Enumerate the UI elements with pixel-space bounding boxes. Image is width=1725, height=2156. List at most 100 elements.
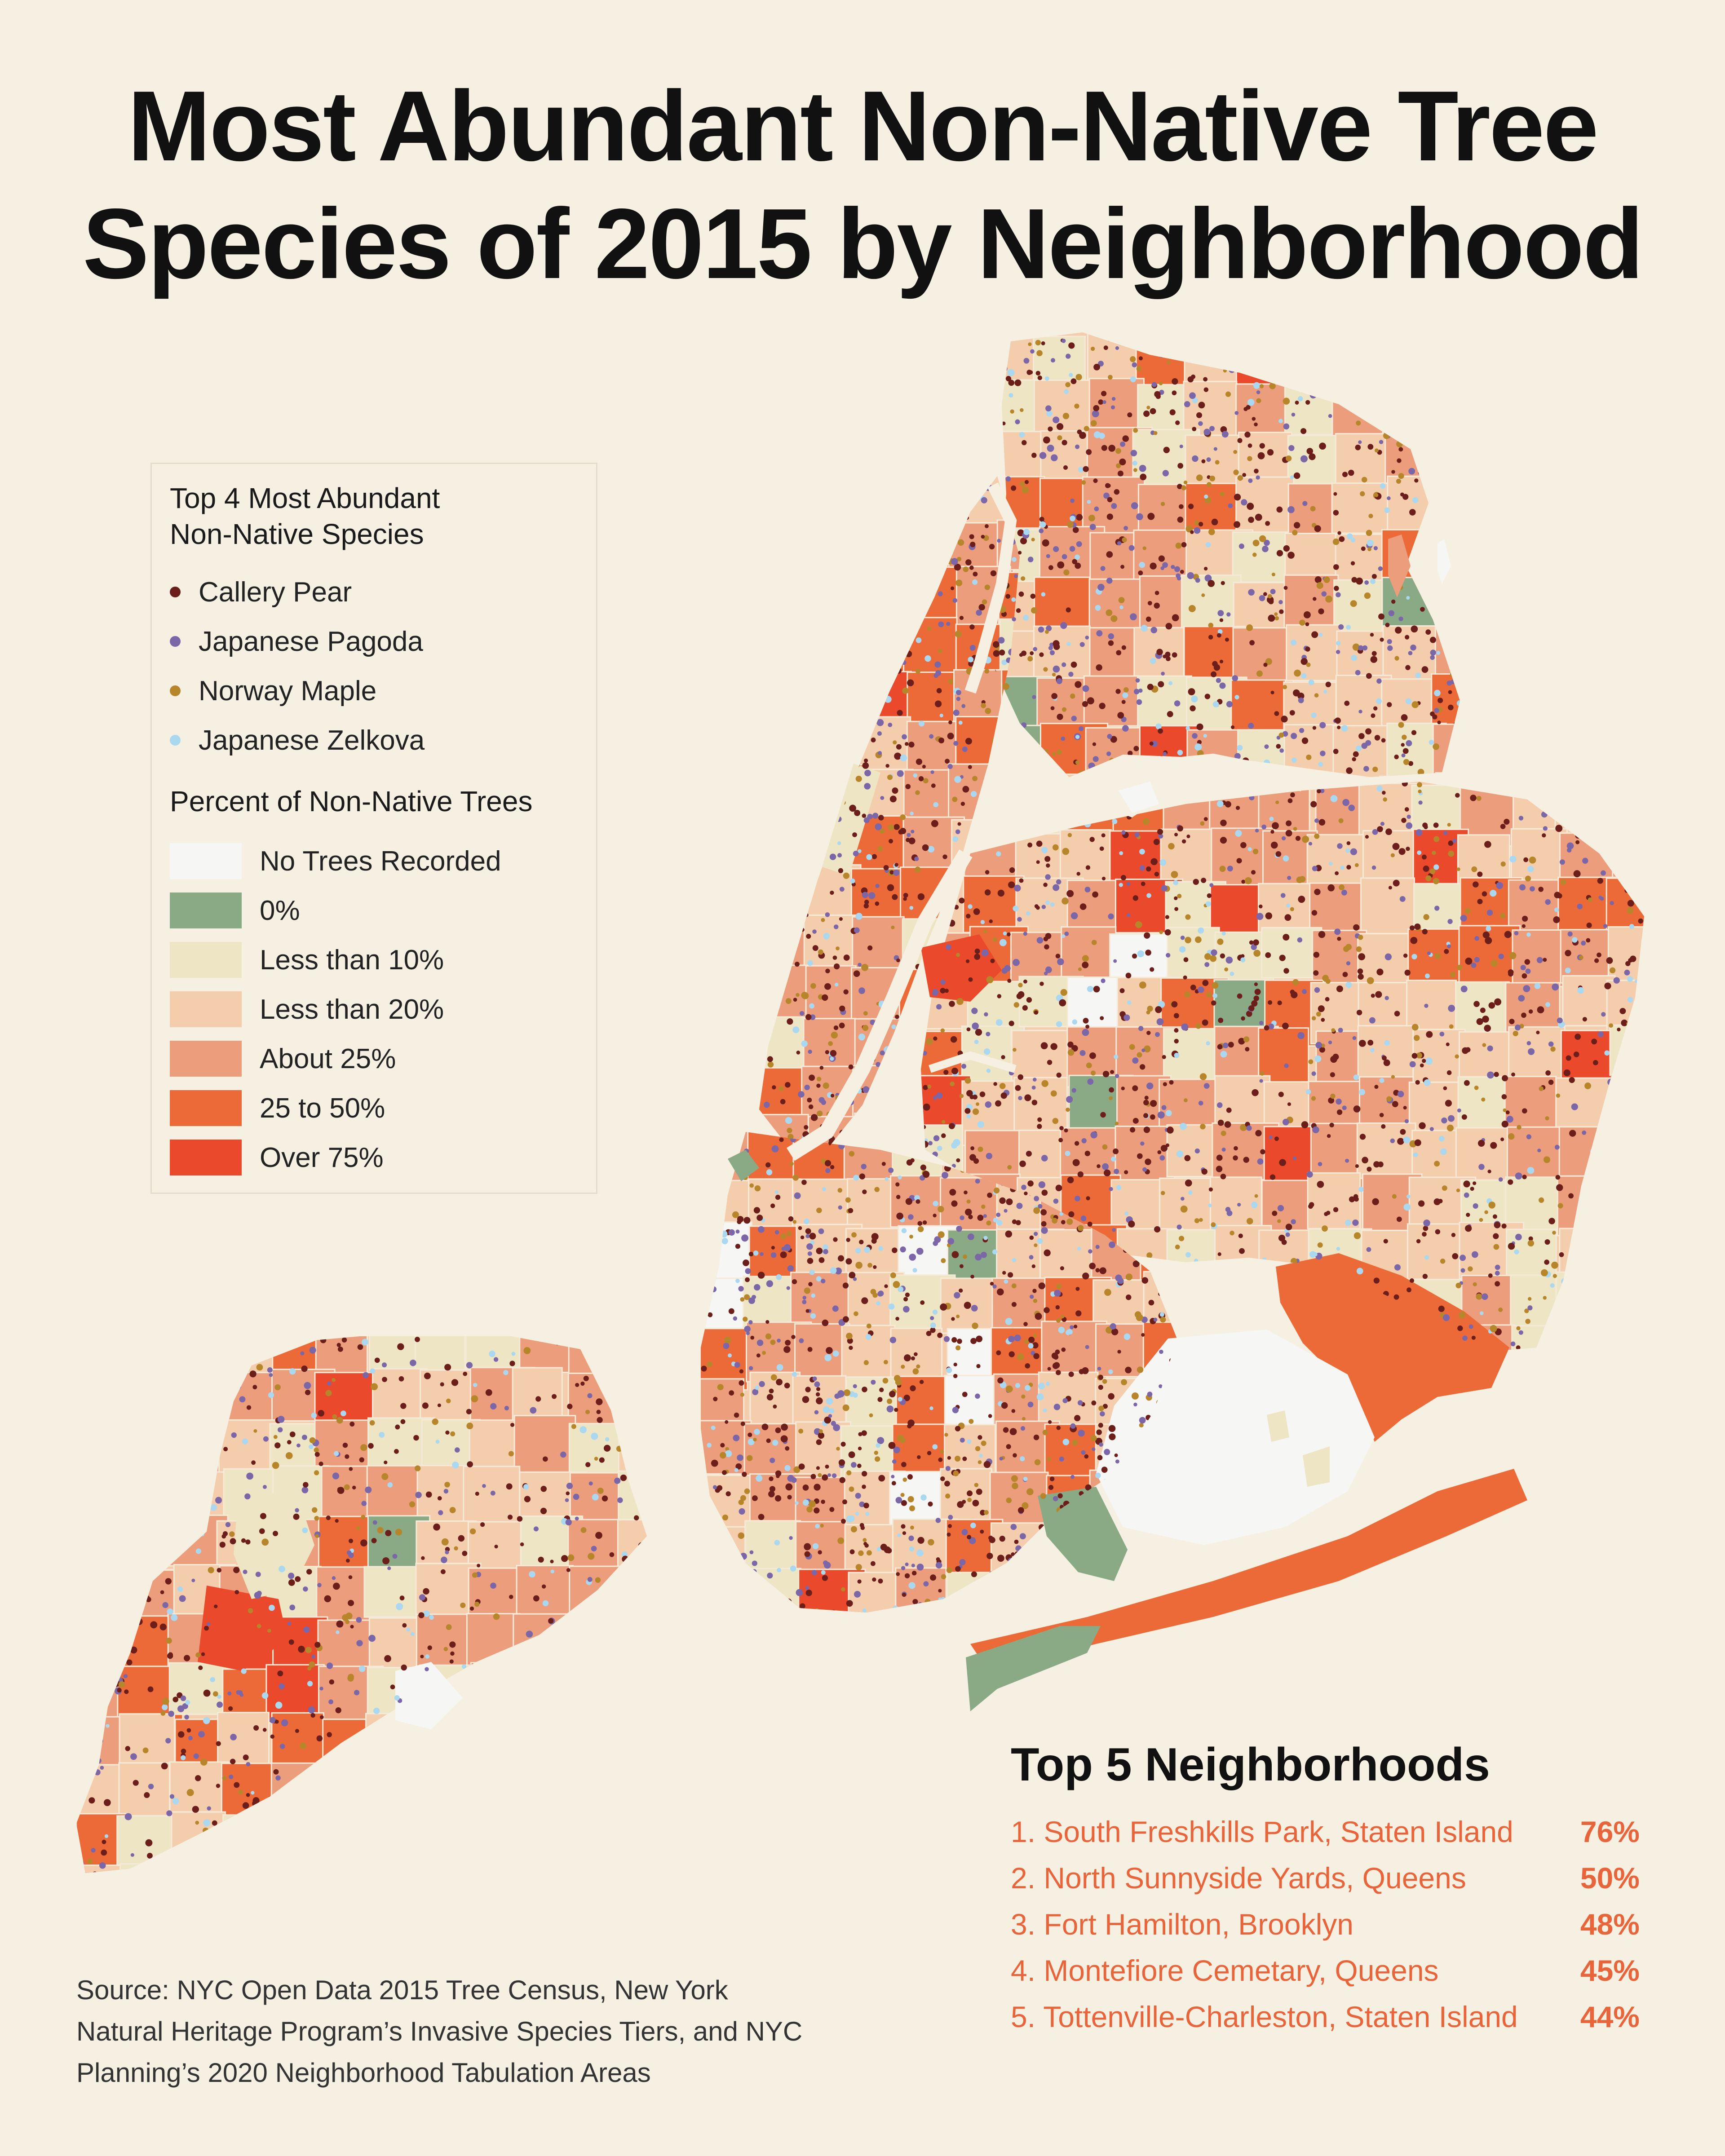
japanese-pagoda-dot bbox=[1525, 968, 1531, 974]
callery-pear-dot bbox=[1084, 1454, 1089, 1459]
japanese-pagoda-dot bbox=[1147, 1392, 1153, 1397]
japanese-pagoda-dot bbox=[1446, 680, 1452, 686]
neighborhood-area bbox=[566, 1817, 623, 1870]
japanese-pagoda-dot bbox=[716, 1600, 721, 1605]
norway-maple-dot bbox=[1230, 1230, 1234, 1236]
japanese-zelkova-dot bbox=[1165, 1110, 1172, 1117]
callery-pear-dot bbox=[1048, 565, 1053, 570]
neighborhood-area bbox=[1558, 1126, 1616, 1182]
neighborhood-area bbox=[1559, 1228, 1620, 1295]
japanese-zelkova-dot bbox=[1119, 883, 1123, 887]
neighborhood-area bbox=[125, 1418, 181, 1471]
norway-maple-dot bbox=[1377, 409, 1383, 415]
japanese-zelkova-dot bbox=[1058, 1326, 1065, 1334]
norway-maple-dot bbox=[1067, 833, 1072, 837]
japanese-pagoda-dot bbox=[1498, 1177, 1503, 1182]
japanese-pagoda-dot bbox=[1567, 814, 1575, 822]
japanese-zelkova-dot bbox=[1403, 1203, 1411, 1211]
japanese-zelkova-dot bbox=[1413, 339, 1420, 346]
japanese-pagoda-dot bbox=[1300, 455, 1308, 463]
neighborhood-area bbox=[807, 570, 859, 630]
norway-maple-dot bbox=[1453, 447, 1459, 452]
japanese-pagoda-dot bbox=[1023, 808, 1029, 815]
callery-pear-dot bbox=[1235, 806, 1240, 810]
japanese-pagoda-dot bbox=[767, 483, 774, 490]
callery-pear-dot bbox=[1083, 466, 1089, 472]
callery-pear-dot bbox=[917, 1116, 920, 1119]
japanese-pagoda-dot bbox=[1256, 390, 1261, 394]
norway-maple-dot bbox=[1588, 1261, 1593, 1266]
callery-pear-dot bbox=[785, 1598, 792, 1605]
norway-maple-dot bbox=[738, 1532, 745, 1539]
japanese-pagoda-dot bbox=[1526, 1041, 1531, 1046]
callery-pear-dot bbox=[1391, 470, 1395, 474]
japanese-zelkova-dot bbox=[917, 1108, 921, 1112]
norway-maple-dot bbox=[837, 1537, 845, 1544]
japanese-zelkova-dot bbox=[712, 1237, 718, 1243]
norway-maple-dot bbox=[1233, 450, 1238, 454]
japanese-zelkova-dot bbox=[854, 496, 860, 501]
japanese-pagoda-dot bbox=[815, 567, 822, 573]
callery-pear-dot bbox=[907, 1474, 913, 1480]
callery-pear-dot bbox=[1501, 1094, 1507, 1100]
norway-maple-dot bbox=[991, 1578, 996, 1584]
norway-maple-dot bbox=[1075, 374, 1082, 380]
callery-pear-dot bbox=[1592, 1060, 1598, 1065]
callery-pear-dot bbox=[1217, 1252, 1221, 1256]
japanese-pagoda-dot bbox=[876, 1062, 881, 1067]
japanese-pagoda-dot bbox=[1548, 1041, 1554, 1047]
neighborhood-area bbox=[1432, 723, 1460, 776]
callery-pear-dot bbox=[1167, 1127, 1174, 1134]
callery-pear-dot bbox=[1053, 640, 1060, 647]
japanese-pagoda-dot bbox=[1027, 1401, 1034, 1408]
norway-maple-dot bbox=[1476, 1293, 1482, 1300]
neighborhood-area bbox=[1430, 476, 1460, 536]
norway-maple-dot bbox=[1411, 701, 1419, 708]
callery-pear-dot bbox=[1060, 1266, 1064, 1271]
neighborhood-area bbox=[519, 1864, 585, 1873]
norway-maple-dot bbox=[845, 1197, 851, 1203]
norway-maple-dot bbox=[803, 678, 811, 685]
callery-pear-dot bbox=[983, 1461, 991, 1468]
japanese-zelkova-dot bbox=[938, 1597, 942, 1602]
neighborhood-area bbox=[1433, 332, 1460, 384]
norway-maple-dot bbox=[841, 1587, 845, 1592]
callery-pear-dot bbox=[997, 1555, 1004, 1562]
callery-pear-dot bbox=[1644, 870, 1648, 874]
norway-maple-dot bbox=[763, 784, 768, 789]
japanese-zelkova-dot bbox=[1180, 1122, 1187, 1130]
japanese-pagoda-dot bbox=[759, 1381, 765, 1387]
callery-pear-dot bbox=[824, 561, 830, 566]
japanese-pagoda-dot bbox=[1417, 343, 1422, 348]
callery-pear-dot bbox=[793, 784, 800, 791]
callery-pear-dot bbox=[1423, 866, 1429, 872]
callery-pear-dot bbox=[1046, 863, 1050, 868]
neighborhood-area bbox=[1607, 1223, 1644, 1283]
japanese-pagoda-dot bbox=[908, 1214, 914, 1220]
callery-pear-dot bbox=[1026, 1150, 1032, 1157]
callery-pear-dot bbox=[1179, 347, 1184, 352]
norway-maple-dot bbox=[1356, 946, 1362, 952]
japanese-zelkova-dot bbox=[1205, 542, 1211, 548]
callery-pear-dot bbox=[1005, 1230, 1013, 1238]
japanese-pagoda-dot bbox=[787, 1475, 794, 1482]
norway-maple-dot bbox=[1118, 597, 1125, 603]
japanese-pagoda-dot bbox=[1328, 1040, 1332, 1045]
callery-pear-dot bbox=[858, 1446, 862, 1450]
callery-pear-dot bbox=[1555, 1175, 1561, 1180]
norway-maple-dot bbox=[1290, 907, 1294, 911]
callery-pear-dot bbox=[1358, 973, 1364, 980]
japanese-pagoda-dot bbox=[1597, 1183, 1602, 1187]
norway-maple-dot bbox=[858, 1550, 864, 1556]
neighborhood-area bbox=[1433, 380, 1460, 445]
norway-maple-dot bbox=[1175, 543, 1182, 549]
callery-pear-dot bbox=[1050, 706, 1055, 711]
norway-maple-dot bbox=[789, 1162, 794, 1166]
japanese-pagoda-dot bbox=[1146, 1082, 1154, 1090]
norway-maple-dot bbox=[1278, 732, 1284, 738]
japanese-zelkova-dot bbox=[1495, 788, 1500, 792]
norway-maple-dot bbox=[763, 745, 769, 750]
norway-maple-dot bbox=[1240, 1124, 1247, 1131]
japanese-pagoda-dot bbox=[946, 622, 951, 626]
callery-pear-dot bbox=[1473, 1001, 1480, 1007]
